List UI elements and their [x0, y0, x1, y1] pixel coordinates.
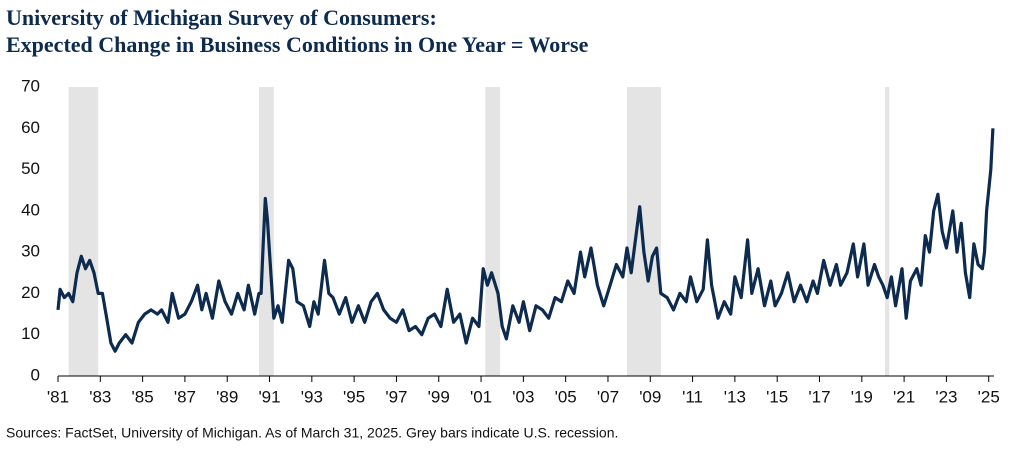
y-tick-label: 30 — [21, 242, 40, 261]
x-tick-label: '93 — [301, 387, 323, 406]
x-tick-label: '95 — [343, 387, 365, 406]
x-tick-label: '89 — [216, 387, 238, 406]
recession-bar — [885, 87, 890, 376]
x-tick-label: '97 — [385, 387, 407, 406]
x-tick-label: '07 — [597, 387, 619, 406]
y-tick-label: 20 — [21, 283, 40, 302]
y-tick-label: 60 — [21, 118, 40, 137]
x-tick-label: '19 — [851, 387, 873, 406]
series-line — [56, 128, 995, 353]
y-tick-label: 40 — [21, 200, 40, 219]
x-tick-label: '99 — [428, 387, 450, 406]
recession-bar — [485, 87, 501, 376]
x-tick-label: '13 — [724, 387, 746, 406]
x-tick-label: '17 — [808, 387, 830, 406]
recession-bar — [627, 87, 661, 376]
x-tick-label: '11 — [682, 387, 703, 406]
chart-subtitle: Expected Change in Business Conditions i… — [6, 32, 589, 57]
x-tick-label: '83 — [89, 387, 111, 406]
y-tick-label: 10 — [21, 324, 40, 343]
recession-bar — [68, 87, 99, 376]
x-tick-label: '01 — [470, 387, 492, 406]
x-tick-label: '87 — [174, 387, 196, 406]
source-note: Sources: FactSet, University of Michigan… — [6, 425, 618, 441]
x-tick-label: '09 — [639, 387, 661, 406]
x-tick-label: '25 — [978, 387, 1000, 406]
x-tick-label: '05 — [555, 387, 577, 406]
x-tick-label: '85 — [132, 387, 154, 406]
x-tick-label: '21 — [893, 387, 915, 406]
y-tick-label: 70 — [21, 76, 40, 95]
chart-title: University of Michigan Survey of Consume… — [6, 5, 437, 30]
y-tick-label: 50 — [21, 159, 40, 178]
x-tick-label: '03 — [512, 387, 534, 406]
x-tick-label: '15 — [766, 387, 788, 406]
recession-bar — [258, 87, 274, 376]
y-tick-label: 0 — [31, 365, 40, 384]
x-tick-label: '23 — [935, 387, 957, 406]
x-tick-label: '81 — [47, 387, 69, 406]
x-tick-label: '91 — [258, 387, 280, 406]
